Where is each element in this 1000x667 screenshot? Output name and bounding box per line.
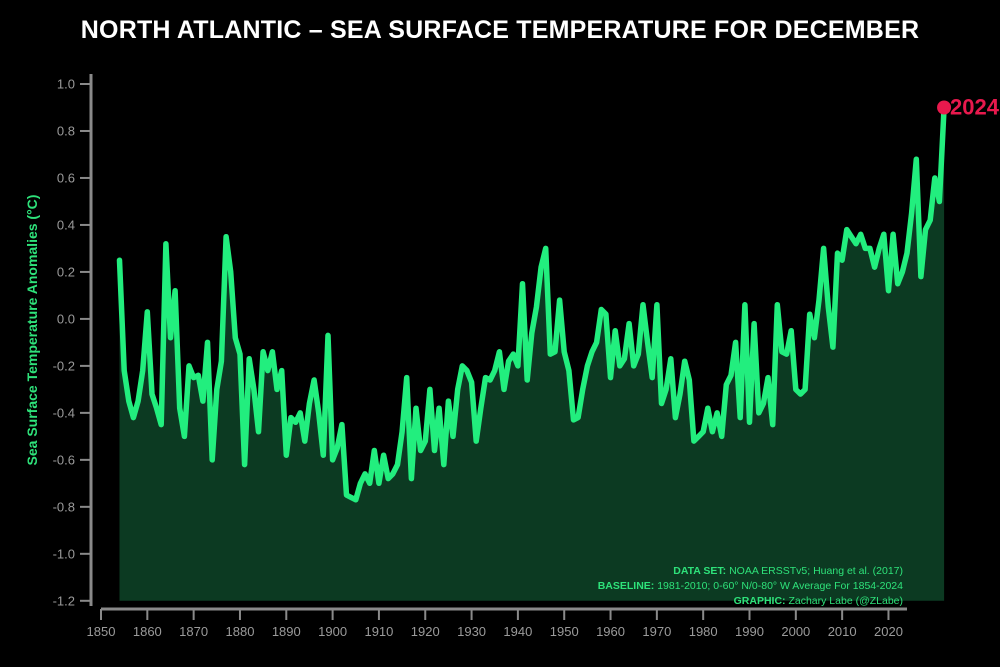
x-tick-label: 2010 [828,624,857,639]
y-tick-label: 0.6 [57,170,75,185]
y-axis-label: Sea Surface Temperature Anomalies (°C) [24,195,40,466]
y-tick-label: 0.2 [57,264,75,279]
x-tick-label: 1900 [318,624,347,639]
x-tick-label: 1970 [642,624,671,639]
x-axis: 1850 1860 1870 1880 1890 1900 1910 1920 1930 1940… [87,607,907,639]
x-tick-label: 1980 [689,624,718,639]
x-tick-label: 1910 [364,624,393,639]
x-tick-label: 1850 [87,624,116,639]
x-tick-label: 2020 [874,624,903,639]
credit-key: GRAPHIC: [734,595,786,607]
last-point-label: 2024 [950,94,1000,119]
y-tick-label: -1.0 [53,546,75,561]
x-tick-label: 1930 [457,624,486,639]
credits: DATA SET: NOAA ERSSTv5; Huang et al. (20… [598,565,903,607]
credit-line: BASELINE: 1981-2010; 0-60° N/0-80° W Ave… [598,580,903,592]
x-tick-label: 1940 [503,624,532,639]
y-tick-label: -0.8 [53,499,75,514]
x-tick-label: 1950 [550,624,579,639]
y-tick-label: -0.6 [53,452,75,467]
credit-key: DATA SET: [673,565,726,577]
credit-key: BASELINE: [598,580,655,592]
credit-line: GRAPHIC: Zachary Labe (@ZLabe) [734,595,903,607]
x-tick-label: 1890 [272,624,301,639]
y-tick-label: -1.2 [53,593,75,608]
x-tick-label: 1920 [411,624,440,639]
x-tick-label: 1990 [735,624,764,639]
y-axis: -1.2 -1.0 -0.8 -0.6 -0.4 -0.2 0.0 0.2 0.4 0.6 0.8 1… [53,74,93,608]
y-tick-label: 1.0 [57,77,75,92]
y-tick-label: -0.2 [53,358,75,373]
y-tick-label: 0.8 [57,123,75,138]
x-tick-label: 2000 [781,624,810,639]
x-tick-label: 1880 [226,624,255,639]
credit-text: NOAA ERSSTv5; Huang et al. (2017) [726,565,903,577]
y-tick-label: 0.0 [57,311,75,326]
credit-text: Zachary Labe (@ZLabe) [786,595,903,607]
x-tick-label: 1960 [596,624,625,639]
series-line [116,104,947,503]
y-tick-label: 0.4 [57,217,75,232]
last-point-marker [937,100,952,115]
x-tick-label: 1870 [179,624,208,639]
chart-title: NORTH ATLANTIC – SEA SURFACE TEMPERATURE… [80,16,920,44]
credit-text: 1981-2010; 0-60° N/0-80° W Average For 1… [654,580,903,592]
x-tick-label: 1860 [133,624,162,639]
credit-line: DATA SET: NOAA ERSSTv5; Huang et al. (20… [673,565,903,577]
y-tick-label: -0.4 [53,405,75,420]
